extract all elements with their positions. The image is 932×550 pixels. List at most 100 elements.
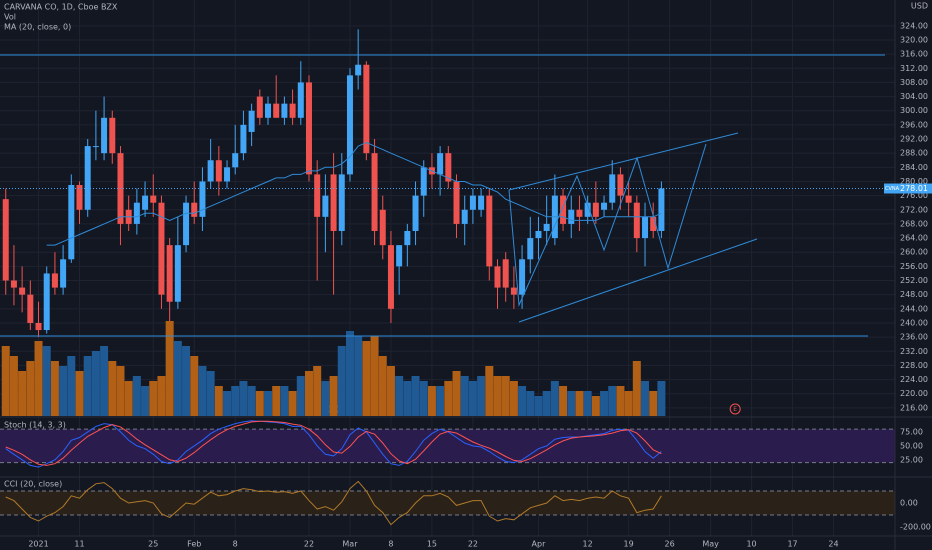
- symbol-box: [884, 183, 896, 194]
- candle-body: [101, 117, 108, 154]
- candle-body: [404, 230, 411, 246]
- x-tick-label: Feb: [187, 540, 201, 549]
- volume-bar: [321, 381, 330, 416]
- earnings-label: E: [733, 406, 737, 413]
- candle-body: [510, 287, 517, 295]
- x-tick-label: 25: [148, 540, 158, 549]
- candle-body: [199, 181, 206, 217]
- candle-body: [617, 174, 624, 196]
- indicator-line: [5, 420, 662, 468]
- y-tick-label: 316.00: [900, 50, 928, 59]
- volume-bar: [124, 381, 133, 416]
- candle-body: [142, 195, 149, 210]
- y-tick-label: 324.00: [900, 21, 928, 30]
- candle-body: [248, 110, 255, 132]
- volume-bar: [108, 361, 117, 416]
- candle-body: [412, 195, 419, 231]
- volume-bar: [190, 356, 199, 416]
- volume-bar: [329, 376, 338, 416]
- y-tick-label: 50.00: [900, 441, 923, 450]
- candle-body: [109, 117, 116, 154]
- currency: USD: [911, 2, 928, 11]
- candle-body: [650, 216, 657, 231]
- candle-body: [568, 209, 575, 224]
- candle-body: [240, 124, 247, 154]
- candle-body: [535, 230, 542, 239]
- y-tick-label: 320.00: [900, 35, 928, 44]
- x-tick-label: 2021: [28, 540, 48, 549]
- volume-bar: [485, 366, 494, 416]
- y-tick-label: 312.00: [900, 64, 928, 73]
- candle-body: [305, 82, 312, 175]
- x-tick-label: 17: [787, 540, 797, 549]
- y-tick-label: 248.00: [900, 290, 928, 299]
- y-tick-label: 236.00: [900, 333, 928, 342]
- candle-body: [461, 209, 468, 224]
- volume-bar: [583, 391, 592, 416]
- volume-bar: [26, 361, 35, 416]
- volume-bar: [100, 346, 109, 416]
- x-tick-label: 10: [746, 540, 756, 549]
- candle-body: [191, 202, 198, 217]
- volume-bar: [411, 376, 420, 416]
- y-tick-label: 268.00: [900, 219, 928, 228]
- candle-body: [338, 174, 345, 231]
- candle-body: [387, 245, 394, 309]
- candle-body: [19, 287, 26, 295]
- volume-bar: [403, 381, 412, 416]
- candle-body: [51, 273, 58, 288]
- volume-bar: [141, 386, 150, 416]
- x-tick-label: Mar: [342, 540, 358, 549]
- candle-body: [92, 146, 99, 148]
- candle-body: [314, 174, 321, 217]
- candle-body: [478, 195, 485, 210]
- volume-bar: [419, 381, 428, 416]
- volume-bar: [608, 386, 617, 416]
- volume-bar: [395, 376, 404, 416]
- volume-bar: [304, 371, 313, 416]
- cci-title: CCI (20, close): [4, 480, 62, 489]
- candle-body: [2, 199, 9, 281]
- volume-bar: [206, 371, 215, 416]
- volume-bar: [223, 391, 232, 416]
- grid: [0, 0, 895, 536]
- volume-bar: [296, 376, 305, 416]
- candle-body: [486, 195, 493, 267]
- volume-bar: [149, 381, 158, 416]
- volume-bar: [255, 391, 264, 416]
- volume-bar: [173, 341, 182, 416]
- candle-body: [265, 103, 272, 118]
- volume-bar: [182, 346, 191, 416]
- candle-body: [625, 195, 632, 203]
- candle-body: [396, 245, 403, 267]
- candle-body: [281, 103, 288, 118]
- candle-body: [633, 202, 640, 239]
- volume-bar: [559, 386, 568, 416]
- x-tick-label: 15: [427, 540, 437, 549]
- earnings-marker: [729, 403, 741, 415]
- volume-bar: [534, 396, 543, 416]
- volume-bar: [34, 341, 43, 416]
- y-tick-label: 304.00: [900, 92, 928, 101]
- volume-bar: [50, 361, 59, 416]
- candle-body: [43, 273, 50, 331]
- volume-bar: [345, 331, 354, 416]
- volume-bar: [198, 366, 207, 416]
- candle-body: [519, 259, 526, 295]
- volume-bar: [83, 356, 92, 416]
- candle-body: [232, 153, 239, 168]
- x-tick-label: 22: [304, 540, 314, 549]
- volume-bar: [231, 386, 240, 416]
- volume-bar: [75, 371, 84, 416]
- x-tick-label: 26: [665, 540, 675, 549]
- volume-bar: [468, 381, 477, 416]
- y-tick-label: 228.00: [900, 361, 928, 370]
- indicator-line: [5, 420, 662, 466]
- last-price-label: 278.01: [900, 184, 928, 193]
- candle-body: [469, 195, 476, 210]
- candle-body: [207, 160, 214, 182]
- candle-body: [174, 245, 181, 302]
- volume-bar: [575, 391, 584, 416]
- candle-body: [10, 280, 17, 288]
- candle-body: [158, 202, 165, 295]
